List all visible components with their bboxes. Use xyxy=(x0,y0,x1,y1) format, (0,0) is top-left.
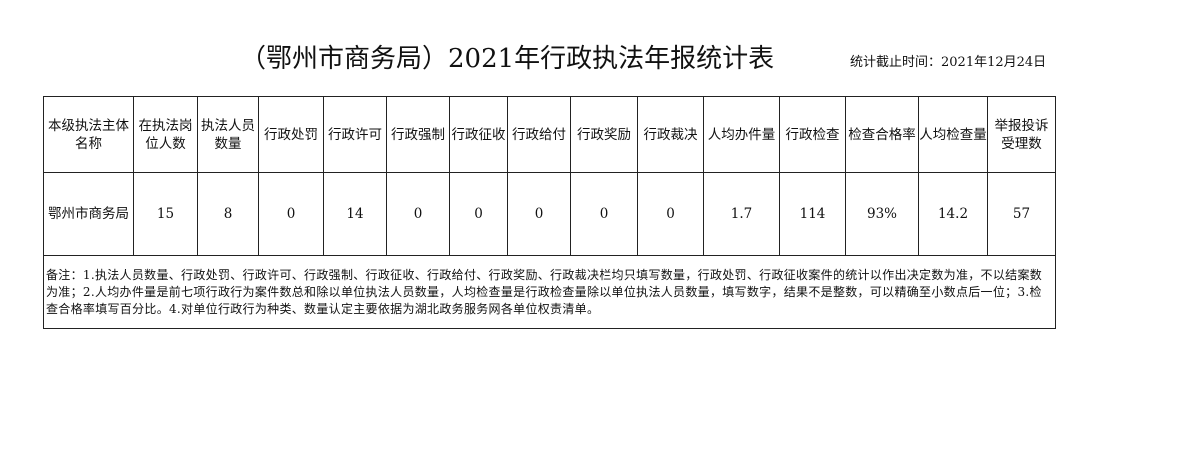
column-header: 在执法岗位人数 xyxy=(133,96,198,173)
column-header: 行政强制 xyxy=(386,96,450,173)
column-header: 执法人员数量 xyxy=(197,96,259,173)
column-header: 行政裁决 xyxy=(637,96,704,173)
table-cell: 14.2 xyxy=(918,172,988,256)
column-header: 举报投诉受理数 xyxy=(987,96,1056,173)
cutoff-date: 统计截止时间：2021年12月24日 xyxy=(850,55,1047,70)
column-header: 行政征收 xyxy=(449,96,508,173)
column-header: 本级执法主体名称 xyxy=(43,96,134,173)
table-cell: 鄂州市商务局 xyxy=(43,172,134,256)
column-header: 行政许可 xyxy=(323,96,387,173)
table-cell: 57 xyxy=(987,172,1056,256)
column-header: 检查合格率 xyxy=(845,96,919,173)
table-cell: 0 xyxy=(449,172,508,256)
column-header: 行政检查 xyxy=(779,96,846,173)
table-cell: 0 xyxy=(258,172,324,256)
table-cell: 15 xyxy=(133,172,198,256)
table-cell: 93% xyxy=(845,172,919,256)
notes: 备注：1.执法人员数量、行政处罚、行政许可、行政强制、行政征收、行政给付、行政奖… xyxy=(43,255,1056,329)
page-title: （鄂州市商务局）2021年行政执法年报统计表 xyxy=(240,44,775,74)
table-cell: 14 xyxy=(323,172,387,256)
statistics-table: 本级执法主体名称 在执法岗位人数 执法人员数量 行政处罚 行政许可 行政强制 行政征收 行政给… xyxy=(43,96,1056,329)
table-cell: 8 xyxy=(197,172,259,256)
header-row: 本级执法主体名称 在执法岗位人数 执法人员数量 行政处罚 行政许可 行政强制 行政征收 行政给… xyxy=(43,96,1056,173)
table-cell: 0 xyxy=(570,172,638,256)
table-cell: 0 xyxy=(507,172,571,256)
table-cell: 0 xyxy=(386,172,450,256)
column-header: 行政奖励 xyxy=(570,96,638,173)
column-header: 人均检查量 xyxy=(918,96,988,173)
table-cell: 1.7 xyxy=(703,172,780,256)
column-header: 行政给付 xyxy=(507,96,571,173)
column-header: 人均办件量 xyxy=(703,96,780,173)
table-cell: 114 xyxy=(779,172,846,256)
table-cell: 0 xyxy=(637,172,704,256)
column-header: 行政处罚 xyxy=(258,96,324,173)
table-row: 鄂州市商务局 15 8 0 14 0 0 0 0 0 1.7 114 93% 14.2 57 xyxy=(43,172,1056,256)
